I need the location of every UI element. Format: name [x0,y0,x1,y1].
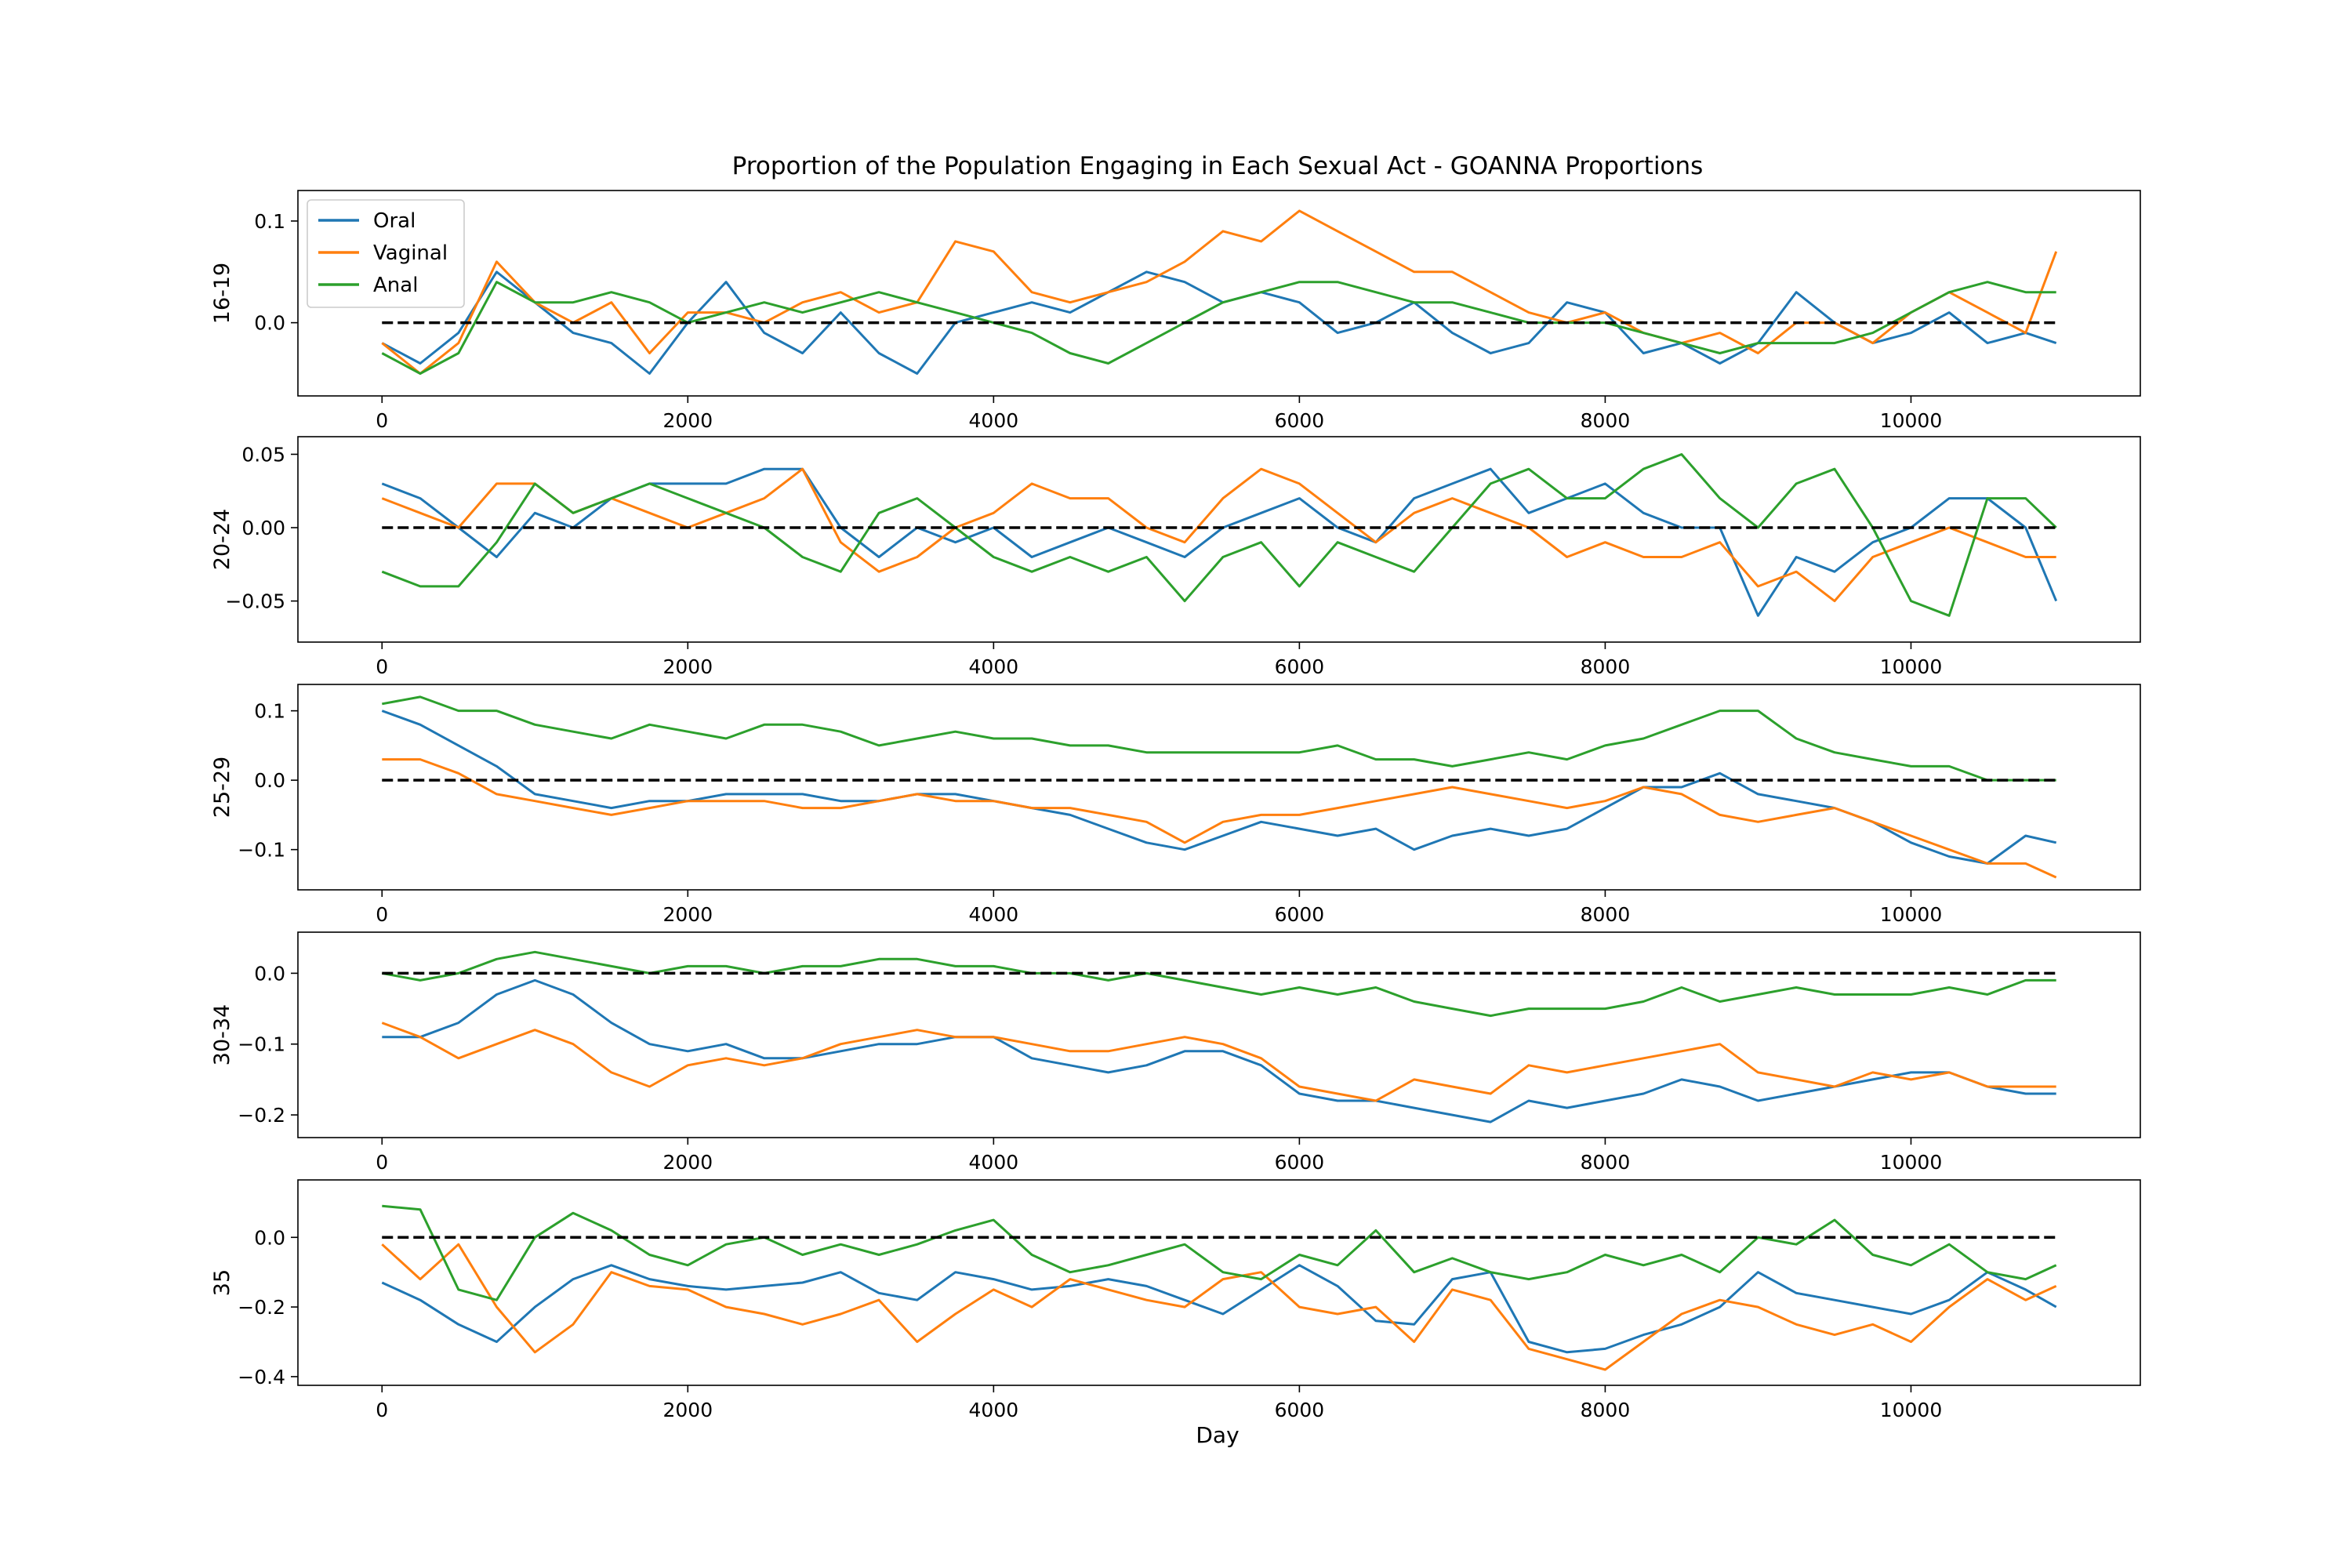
x-tick-label: 2000 [662,409,713,432]
x-tick-label: 2000 [662,655,713,678]
y-tick-label: −0.2 [238,1104,285,1127]
panel-30-34: −0.2 −0.1 0.0 0 2000 4000 6000 8000 10000 30-34 [210,931,2141,1174]
x-axis-label: Day [1196,1422,1239,1448]
x-tick-label: 0 [376,1151,388,1174]
legend: Oral Vaginal Anal [307,199,465,308]
x-tick-label: 4000 [969,655,1019,678]
series-line-vaginal [381,467,2056,603]
series-line-anal [382,695,2056,782]
series-line-oral [381,710,2057,865]
panel-25-29: −0.1 0.0 0.1 0 2000 4000 6000 8000 10000 25-29 [210,684,2141,926]
series-line-anal [382,1204,2057,1301]
x-tick-label: 10000 [1880,1151,1943,1174]
x-tick-label: 4000 [969,1151,1019,1174]
x-tick-label: 0 [376,655,388,678]
y-tick-label: −0.4 [238,1366,285,1388]
x-tick-label: 6000 [1275,903,1325,926]
series-line-oral [381,1264,2057,1354]
y-axis-label: 35 [210,1269,234,1296]
x-tick-label: 4000 [969,409,1019,432]
axes-frame [297,436,2141,643]
y-tick-label: 0.0 [254,312,285,335]
x-tick-label: 2000 [662,1151,713,1174]
y-tick-label: −0.1 [238,839,285,862]
chart-title: Proportion of the Population Engaging in… [732,152,1704,180]
x-tick-label: 6000 [1275,409,1325,432]
x-tick-label: 0 [376,1399,388,1421]
series-line-anal [381,453,2057,617]
x-tick-label: 6000 [1275,1399,1325,1421]
x-tick-label: 4000 [969,1399,1019,1421]
panel-16-19: 0.0 0.1 0 2000 4000 6000 8000 10000 16-19 [210,190,2141,432]
series-line-oral [382,978,2056,1123]
x-tick-label: 10000 [1880,409,1943,432]
legend-box [307,199,465,308]
x-tick-label: 4000 [969,903,1019,926]
x-tick-label: 10000 [1880,903,1943,926]
y-tick-label: 0.0 [254,769,285,792]
y-tick-label: 0.00 [241,517,285,539]
y-tick-label: 0.0 [254,1226,285,1249]
series-line-vaginal [381,1243,2057,1371]
x-tick-label: 0 [376,409,388,432]
series-line-vaginal [381,1022,2056,1102]
x-tick-label: 2000 [662,903,713,926]
x-tick-label: 0 [376,903,388,926]
y-tick-label: −0.05 [225,590,285,613]
series-line-vaginal [382,758,2057,879]
axes-frame [297,1179,2141,1386]
x-tick-label: 8000 [1581,1151,1631,1174]
x-tick-label: 8000 [1581,655,1631,678]
legend-label: Anal [373,274,418,297]
y-tick-label: 0.05 [241,443,285,466]
panels-group: 0.0 0.1 0 2000 4000 6000 8000 10000 16-19 −0.05 0.… [210,190,2141,1421]
y-tick-label: −0.2 [238,1296,285,1319]
panel-35: −0.4 −0.2 0.0 0 2000 4000 6000 8000 10000 35 [210,1179,2141,1421]
x-tick-label: 2000 [662,1399,713,1421]
series-line-anal [381,281,2056,375]
y-axis-label: 25-29 [210,757,234,818]
x-tick-label: 6000 [1275,1151,1325,1174]
x-tick-label: 8000 [1581,1399,1631,1421]
x-tick-label: 8000 [1581,903,1631,926]
panel-20-24: −0.05 0.00 0.05 0 2000 4000 6000 8000 10000 20-24 [210,436,2141,678]
y-tick-label: −0.1 [238,1033,285,1056]
axes-frame [297,931,2141,1138]
series-line-anal [382,950,2056,1018]
y-axis-label: 16-19 [210,263,234,324]
axes-frame [297,190,2141,397]
legend-label: Vaginal [373,241,448,265]
y-tick-label: 0.1 [254,700,285,723]
x-tick-label: 8000 [1581,409,1631,432]
series-line-vaginal [381,209,2058,375]
y-tick-label: 0.0 [254,962,285,985]
x-tick-label: 10000 [1880,1399,1943,1421]
x-tick-label: 10000 [1880,655,1943,678]
legend-label: Oral [373,209,416,233]
y-axis-label: 20-24 [210,509,234,570]
x-tick-label: 6000 [1275,655,1325,678]
y-tick-label: 0.1 [254,210,285,233]
y-axis-label: 30-34 [210,1004,234,1065]
axes-frame [297,684,2141,891]
